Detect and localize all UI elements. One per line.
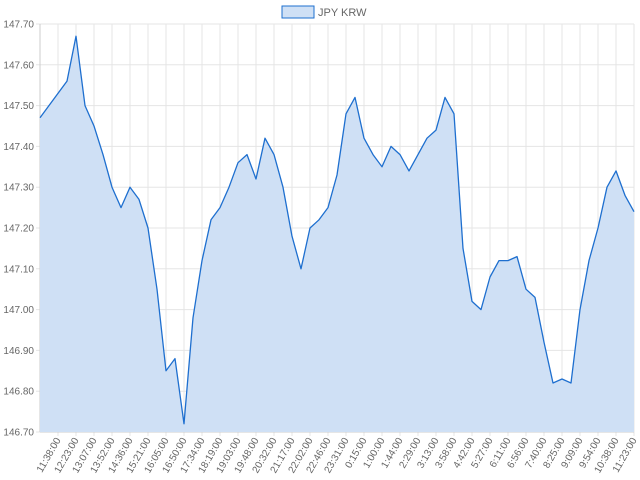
y-tick-label: 147.50 (3, 101, 34, 112)
plot-area (39, 35, 635, 432)
legend-label: JPY KRW (318, 7, 367, 19)
y-tick-label: 146.80 (3, 387, 34, 398)
legend: JPY KRW (281, 5, 367, 19)
legend-swatch (281, 5, 315, 19)
series-area (40, 36, 634, 432)
y-tick-label: 146.70 (3, 428, 34, 439)
y-tick-label: 147.20 (3, 224, 34, 235)
y-tick-label: 147.10 (3, 264, 34, 275)
y-axis: 147.70 147.60 147.50 147.40 147.30 147.20 147.… (3, 20, 34, 439)
series-line (39, 35, 635, 425)
y-tick-label: 146.90 (3, 346, 34, 357)
x-axis: 11:38:0012:23:0013:07:0013:52:0014:36:00… (35, 436, 640, 476)
y-tick-label: 147.30 (3, 183, 34, 194)
y-tick-label: 147.00 (3, 305, 34, 316)
y-tick-label: 147.40 (3, 142, 34, 153)
y-tick-label: 147.70 (3, 20, 34, 31)
y-tick-label: 147.60 (3, 60, 34, 71)
